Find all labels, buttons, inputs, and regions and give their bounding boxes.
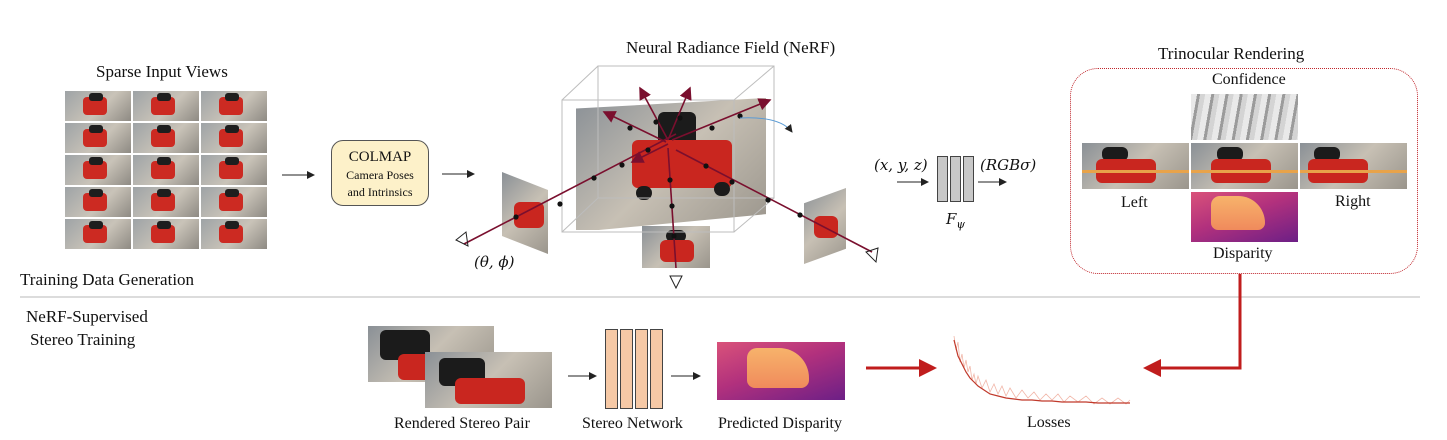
camera-glyphs xyxy=(455,231,879,290)
input-view xyxy=(200,122,268,154)
input-view xyxy=(132,218,200,250)
stereo-network-layer xyxy=(620,329,633,409)
input-view xyxy=(64,154,132,186)
input-view xyxy=(200,186,268,218)
input-view xyxy=(64,218,132,250)
left-render xyxy=(1082,143,1189,189)
predicted-disparity-map xyxy=(717,342,845,400)
stereo-network-layer xyxy=(635,329,648,409)
input-view xyxy=(64,122,132,154)
rgb-sigma-label: (RGBσ) xyxy=(980,156,1037,174)
trinocular-title: Trinocular Rendering xyxy=(1158,44,1305,63)
input-view xyxy=(132,122,200,154)
nerf-supervised-label-2: Stereo Training xyxy=(30,330,136,349)
xyz-label: (x, y, z) xyxy=(874,156,928,174)
colmap-subtitle-2: and Intrinsics xyxy=(347,185,413,199)
confidence-map xyxy=(1191,94,1298,140)
stereo-network-layer xyxy=(605,329,618,409)
nerf-title: Neural Radiance Field (NeRF) xyxy=(626,38,836,57)
f-psi-layer xyxy=(950,156,961,202)
trinocular-rendering-box xyxy=(1070,68,1418,274)
rendered-stereo-pair-label: Rendered Stereo Pair xyxy=(394,415,530,432)
stereo-network-label: Stereo Network xyxy=(582,415,683,432)
left-label: Left xyxy=(1121,194,1148,211)
training-data-generation-label: Training Data Generation xyxy=(20,270,195,289)
confidence-label: Confidence xyxy=(1212,71,1286,88)
ray-sample-points xyxy=(513,113,803,239)
disparity-map xyxy=(1191,192,1298,242)
stereo-network-layer xyxy=(650,329,663,409)
input-view xyxy=(132,186,200,218)
losses-label: Losses xyxy=(1027,414,1071,431)
losses-chart xyxy=(952,332,1132,412)
stereo-pair-right xyxy=(425,352,552,408)
input-view xyxy=(64,186,132,218)
colmap-title: COLMAP xyxy=(348,149,412,165)
right-camera-view xyxy=(804,188,846,264)
center-render xyxy=(1191,143,1298,189)
colmap-subtitle-1: Camera Poses xyxy=(346,168,414,182)
f-psi-layer xyxy=(963,156,974,202)
input-view xyxy=(200,218,268,250)
right-render xyxy=(1300,143,1407,189)
input-view xyxy=(200,90,268,122)
disparity-label: Disparity xyxy=(1213,245,1273,262)
nerf-supervised-label-1: NeRF-Supervised xyxy=(26,307,148,326)
predicted-disparity-label: Predicted Disparity xyxy=(718,415,842,432)
view-angles-label: (θ, ϕ) xyxy=(474,253,515,271)
f-psi-layer xyxy=(937,156,948,202)
input-view xyxy=(132,90,200,122)
camera-rays xyxy=(463,133,873,269)
colmap-box: COLMAP Camera Poses and Intrinsics xyxy=(331,140,429,206)
right-label: Right xyxy=(1335,193,1371,210)
arrow-trinocular-to-losses xyxy=(1143,274,1242,377)
input-view xyxy=(64,90,132,122)
f-psi-label: Fψ xyxy=(946,210,966,231)
view-direction-curve xyxy=(739,117,793,133)
input-view xyxy=(132,154,200,186)
outgoing-rays xyxy=(602,86,772,163)
input-view xyxy=(200,154,268,186)
sparse-input-views-title: Sparse Input Views xyxy=(96,62,228,81)
